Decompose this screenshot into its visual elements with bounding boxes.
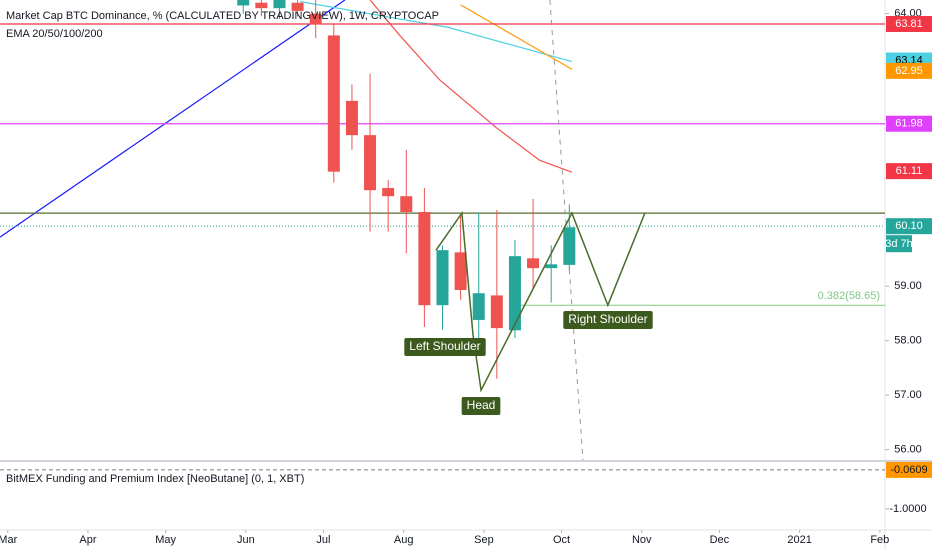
pattern-annotation: Left Shoulder [409, 339, 480, 353]
candle-body [418, 212, 431, 306]
trendline [0, 0, 346, 238]
price-tag [886, 218, 932, 235]
y-tick-label: 58.00 [894, 335, 922, 347]
x-tick-label: Aug [394, 534, 414, 546]
candle-body [400, 196, 413, 213]
pattern-line [435, 210, 646, 393]
y-tick-label: 64.00 [894, 8, 922, 20]
candle-body [436, 250, 449, 306]
annotation-box [563, 311, 653, 329]
x-tick-label: 2021 [787, 534, 811, 546]
main-pane: 0.382(58.65) [0, 0, 885, 460]
y-tick-label: 57.00 [894, 389, 922, 401]
indicator-label: EMA 20/50/100/200 [6, 28, 103, 40]
candle-body [273, 0, 286, 9]
price-tag-label: 63.81 [895, 18, 923, 30]
countdown-tag [886, 235, 912, 253]
candle-body [527, 258, 540, 269]
sub-value-tag [886, 461, 932, 478]
x-tick-label: Feb [870, 534, 889, 546]
price-tag [886, 115, 932, 132]
pattern-annotation: Right Shoulder [568, 312, 647, 326]
candle-body [309, 13, 322, 25]
fib-label: 0.382(58.65) [818, 290, 880, 302]
candle-body [327, 35, 340, 172]
price-tag [886, 15, 932, 32]
countdown-label: 3d 7h [885, 238, 913, 250]
x-tick-label: May [155, 534, 176, 546]
candle-body [382, 188, 395, 197]
y-tick-label: 59.00 [894, 280, 922, 292]
ema-line [300, 1, 573, 63]
candle-body [472, 293, 485, 320]
y-tick-label: 56.00 [894, 444, 922, 456]
candle-body [490, 295, 503, 329]
x-tick-label: Mar [0, 534, 18, 546]
candle-body [345, 100, 358, 136]
annotation-box [461, 397, 501, 415]
candle-body [454, 252, 467, 290]
overlay: Left Shoulder Head Right Shoulder [404, 311, 653, 415]
sub-pane-title: BitMEX Funding and Premium Index [NeoBut… [6, 473, 304, 485]
chart-title: Market Cap BTC Dominance, % (CALCULATED … [6, 10, 439, 22]
candle-body [545, 264, 558, 269]
candle-body [237, 0, 250, 6]
price-tag-label: 61.98 [895, 118, 923, 130]
x-tick-label: Jul [316, 534, 330, 546]
x-tick-label: Dec [710, 534, 730, 546]
x-tick-label: Apr [79, 534, 96, 546]
price-tag [886, 163, 932, 180]
candle-body [255, 2, 268, 9]
candle-body [563, 227, 576, 265]
x-tick-label: Sep [474, 534, 494, 546]
candle-body [291, 2, 304, 11]
pattern-annotation: Head [467, 398, 496, 412]
ema-line [460, 4, 573, 70]
price-tag [886, 62, 932, 79]
ema-line [369, 0, 573, 173]
candle-body [508, 256, 521, 331]
x-tick-label: Nov [632, 534, 652, 546]
annotation-box [404, 338, 486, 356]
price-tag-label: 61.11 [896, 165, 923, 177]
sub-y-tick-label: -1.0000 [889, 503, 926, 515]
candle-body [364, 135, 377, 191]
price-tag-label: 62.95 [895, 65, 923, 77]
price-tag-label: 60.10 [895, 220, 923, 232]
x-tick-label: Jun [237, 534, 255, 546]
x-tick-label: Oct [553, 534, 570, 546]
sub-value-label: -0.0609 [890, 464, 927, 476]
